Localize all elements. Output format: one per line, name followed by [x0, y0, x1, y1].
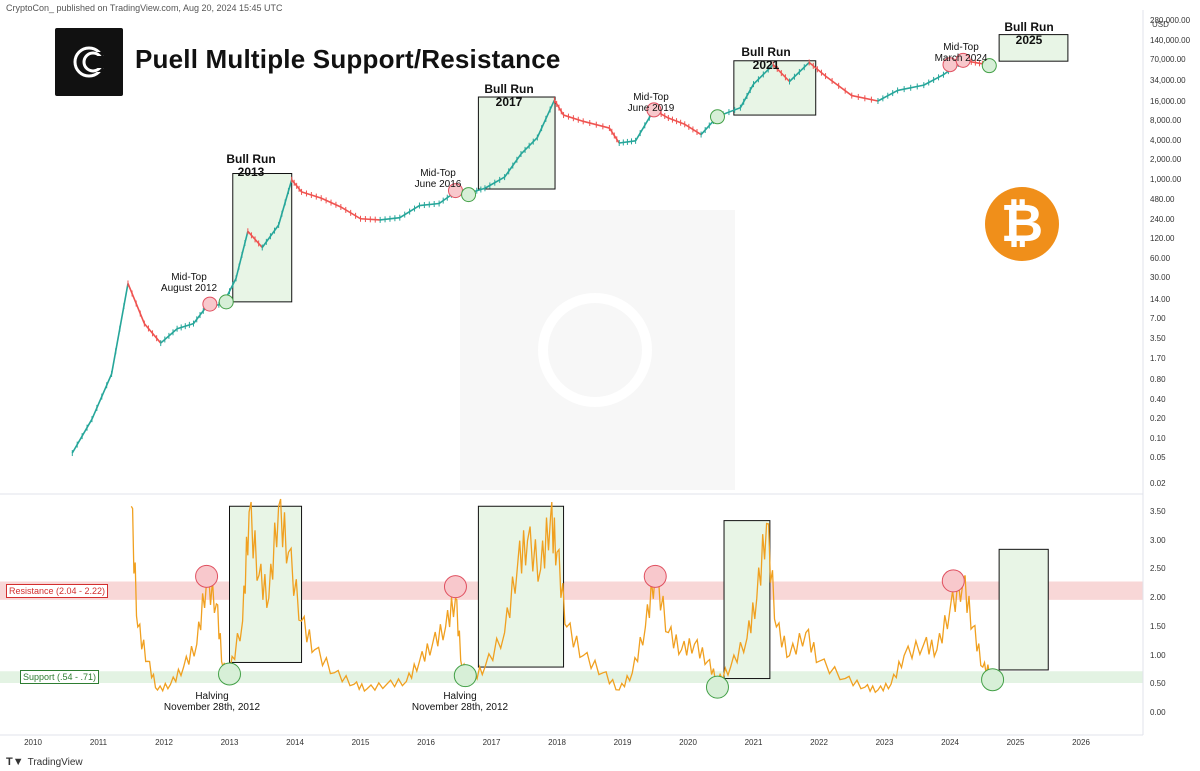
bull-run-2021-label: Bull Run 2021: [741, 45, 791, 72]
halving-1-label: Halving November 28th, 2012: [163, 691, 261, 713]
mid-top-2019-label: Mid-Top June 2019: [627, 92, 675, 114]
year-tick-label: 2025: [1006, 738, 1025, 747]
chart-attribution: CryptoCon_ published on TradingView.com,…: [6, 3, 283, 13]
puell-mid-top-marker: [941, 569, 965, 593]
puell-tick-label: 0.00: [1150, 708, 1166, 717]
bull-run-box-2025: [998, 34, 1069, 62]
puell-mid-top-marker: [643, 564, 667, 588]
year-tick-label: 2010: [24, 738, 42, 747]
mid-top-marker: [202, 296, 218, 312]
mid-top-2024-label: Mid-Top March 2024: [934, 42, 988, 64]
year-tick-label: 2022: [810, 738, 828, 747]
year-tick-label: 2020: [679, 738, 697, 747]
watermark-logo: [538, 293, 652, 407]
support-marker: [709, 109, 725, 125]
price-tick-label: 480.00: [1150, 195, 1175, 205]
puell-tick-label: 1.00: [1150, 650, 1166, 660]
bull-run-2025-label: Bull Run 2025: [1004, 20, 1054, 47]
puell-tick-label: 2.00: [1150, 593, 1166, 603]
price-tick-label: 0.05: [1150, 453, 1166, 463]
price-tick-label: 240.00: [1150, 214, 1175, 224]
price-tick-label: 280,000.00: [1150, 16, 1191, 26]
puell-support-marker: [453, 664, 477, 688]
chart-title: Puell Multiple Support/Resistance: [135, 44, 561, 74]
price-tick-label: 0.02: [1150, 478, 1166, 488]
year-tick-label: 2023: [875, 738, 894, 747]
year-tick-label: 2013: [220, 738, 239, 747]
year-tick-label: 2017: [482, 738, 501, 747]
puell-support-marker: [981, 668, 1005, 692]
cryptocon-logo-icon: [73, 46, 107, 78]
watermark-background: [460, 210, 735, 490]
currency-label: USD: [1152, 20, 1169, 29]
support-zone-label: Support (.54 - .71): [20, 670, 100, 684]
price-tick-label: 3.50: [1150, 333, 1166, 343]
year-tick-label: 2021: [744, 738, 763, 747]
price-tick-label: 1.70: [1150, 354, 1166, 364]
puell-support-marker: [705, 675, 729, 699]
mid-top-2016-label: Mid-Top June 2016: [414, 168, 462, 190]
support-marker: [461, 187, 477, 203]
price-panel: [71, 34, 1069, 457]
tradingview-brand: TradingView: [27, 756, 83, 768]
puell-multiple-line: [130, 498, 992, 694]
price-tick-label: 34,000.00: [1150, 75, 1186, 85]
bull-run-2013-label: Bull Run 2013: [226, 152, 276, 179]
price-tick-label: 0.80: [1150, 375, 1166, 385]
year-tick-label: 2012: [155, 738, 173, 747]
price-tick-label: 7.00: [1150, 314, 1166, 324]
year-tick-label: 2016: [417, 738, 435, 747]
puell-tick-label: 2.50: [1150, 564, 1166, 574]
price-tick-label: 0.20: [1150, 414, 1166, 424]
bull-run-box-2013: [232, 173, 293, 303]
support-marker: [218, 294, 234, 310]
price-tick-label: 8,000.00: [1150, 116, 1182, 126]
puell-panel: [0, 498, 1143, 699]
puell-mid-top-marker: [443, 575, 467, 599]
puell-tick-label: 3.00: [1150, 535, 1166, 545]
year-tick-label: 2026: [1072, 738, 1090, 747]
year-tick-label: 2014: [286, 738, 304, 747]
price-tick-label: 14.00: [1150, 294, 1171, 304]
mid-top-marker: [955, 52, 971, 68]
puell-tick-label: 1.50: [1150, 621, 1166, 631]
bull-run-2017-label: Bull Run 2017: [484, 82, 534, 109]
price-tick-label: 1,000.00: [1150, 174, 1182, 184]
support-band: [0, 671, 1143, 683]
year-tick-label: 2018: [548, 738, 566, 747]
puell-tick-label: 0.50: [1150, 679, 1166, 689]
price-tick-label: 2,000.00: [1150, 155, 1182, 165]
price-tick-label: 70,000.00: [1150, 55, 1186, 65]
resistance-zone-label: Resistance (2.04 - 2.22): [6, 584, 109, 598]
price-tick-label: 60.00: [1150, 253, 1171, 263]
year-tick-label: 2011: [89, 738, 108, 747]
price-tick-label: 16,000.00: [1150, 96, 1186, 106]
puell-bull-box-2017: [477, 505, 565, 668]
cryptocon-logo: [55, 28, 123, 96]
price-tick-label: 30.00: [1150, 273, 1171, 283]
year-tick-label: 2015: [351, 738, 370, 747]
bull-run-box-2017: [477, 96, 556, 190]
puell-mid-top-marker: [195, 564, 219, 588]
puell-tick-label: 3.50: [1150, 507, 1166, 516]
mid-top-2012-label: Mid-Top August 2012: [160, 272, 218, 294]
tradingview-logo-icon: T▼: [6, 756, 24, 768]
puell-support-marker: [218, 662, 241, 686]
price-tick-label: 4,000.00: [1150, 135, 1182, 145]
support-marker: [981, 58, 997, 74]
price-tick-label: 0.40: [1150, 394, 1166, 404]
price-tick-label: 140,000.00: [1150, 35, 1191, 45]
halving-2-label: Halving November 28th, 2012: [411, 691, 509, 713]
puell-bull-box-2025: [998, 548, 1049, 671]
resistance-band: [0, 581, 1143, 600]
year-tick-label: 2024: [941, 738, 959, 747]
bitcoin-icon: ₿: [985, 187, 1059, 261]
year-tick-label: 2019: [613, 738, 632, 747]
mid-top-marker: [646, 102, 662, 118]
price-tick-label: 120.00: [1150, 234, 1175, 244]
price-tick-label: 0.10: [1150, 433, 1166, 443]
tradingview-footer: T▼ TradingView: [6, 756, 83, 768]
